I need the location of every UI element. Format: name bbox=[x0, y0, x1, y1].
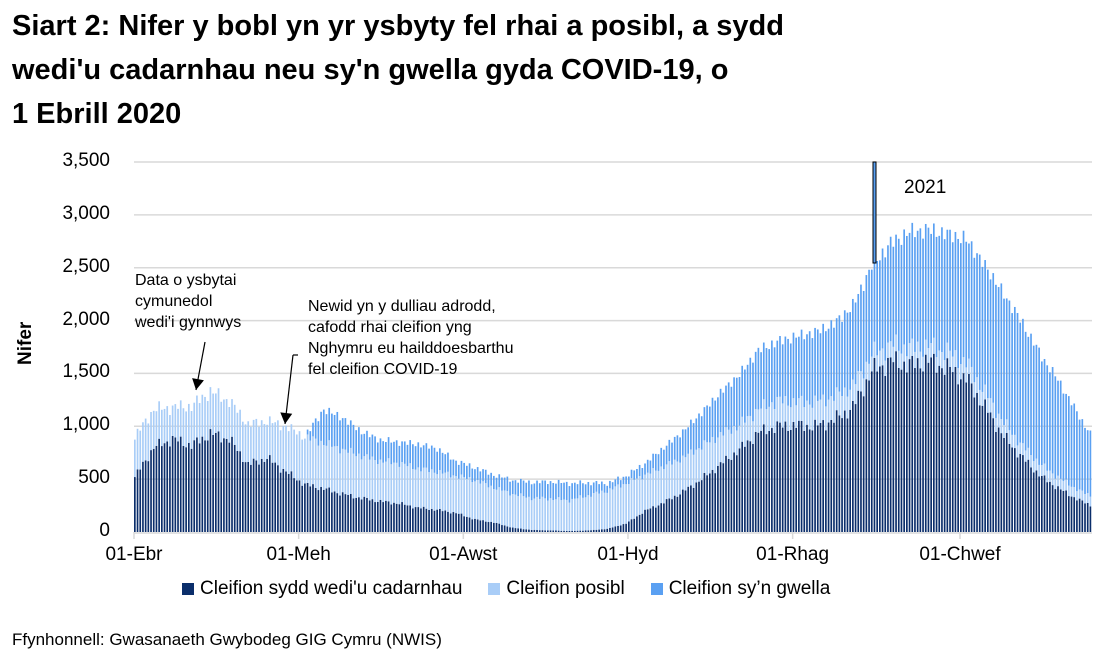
y-tick-label: 3,000 bbox=[62, 202, 110, 224]
title-line-1: Siart 2: Nifer y bobl yn yr ysbyty fel r… bbox=[12, 10, 784, 42]
y-tick-label: 2,500 bbox=[62, 255, 110, 277]
y-tick-label: 2,000 bbox=[62, 308, 110, 330]
legend-swatch-recovering bbox=[650, 583, 663, 595]
legend-label: Cleifion posibl bbox=[506, 578, 625, 599]
legend-swatch-suspected bbox=[488, 583, 501, 595]
title-line-3: 1 Ebrill 2020 bbox=[12, 98, 182, 130]
annotation-line: fel cleifion COVID-19 bbox=[308, 361, 458, 378]
x-tick-label: 01-Ebr bbox=[105, 544, 163, 565]
x-tick-label: 01-Rhag bbox=[756, 544, 830, 565]
title-line-2: wedi'u cadarnhau neu sy'n gwella gyda CO… bbox=[12, 54, 729, 86]
legend-label: Cleifion sy’n gwella bbox=[668, 578, 831, 599]
y-tick-label: 0 bbox=[99, 520, 110, 541]
legend: Cleifion sydd wedi'u cadarnhau Cleifion … bbox=[182, 578, 856, 600]
x-tick-label: 01-Meh bbox=[266, 544, 331, 565]
y-tick-label: 1,500 bbox=[62, 361, 110, 383]
x-tick-label: 01-Chwef bbox=[919, 544, 1001, 565]
annotation-line: cafodd rhai cleifion yng bbox=[308, 319, 472, 336]
legend-swatch-confirmed bbox=[182, 583, 194, 595]
annotation-line: Nghymru eu hailddoesbarthu bbox=[308, 340, 514, 357]
annotation-reporting-change: Newid yn y dulliau adrodd, cafodd rhai c… bbox=[308, 296, 513, 380]
legend-label: Cleifion sydd wedi'u cadarnhau bbox=[200, 578, 463, 599]
legend-item-confirmed: Cleifion sydd wedi'u cadarnhau bbox=[182, 578, 462, 600]
legend-item-suspected: Cleifion posibl bbox=[488, 578, 625, 600]
annotation-community-hospitals: Data o ysbytai cymunedol wedi'i gynnwys bbox=[135, 270, 241, 333]
year-label: 2021 bbox=[904, 177, 947, 198]
source-note: Ffynhonnell: Gwasanaeth Gwybodeg GIG Cym… bbox=[12, 630, 442, 649]
annotation-line: Data o ysbytai bbox=[135, 272, 237, 289]
y-tick-label: 3,500 bbox=[62, 150, 110, 171]
annotation-line: cymunedol bbox=[135, 293, 213, 310]
x-tick-label: 01-Hyd bbox=[597, 544, 659, 565]
y-tick-label: 500 bbox=[78, 467, 110, 489]
legend-item-recovering: Cleifion sy’n gwella bbox=[650, 578, 831, 600]
annotation-line: Newid yn y dulliau adrodd, bbox=[308, 298, 496, 315]
x-tick-label: 01-Awst bbox=[429, 544, 498, 565]
annotation-line: wedi'i gynnwys bbox=[135, 314, 242, 331]
y-tick-label: 1,000 bbox=[62, 414, 110, 436]
chart-title: Siart 2: Nifer y bobl yn yr ysbyty fel r… bbox=[12, 4, 1012, 136]
